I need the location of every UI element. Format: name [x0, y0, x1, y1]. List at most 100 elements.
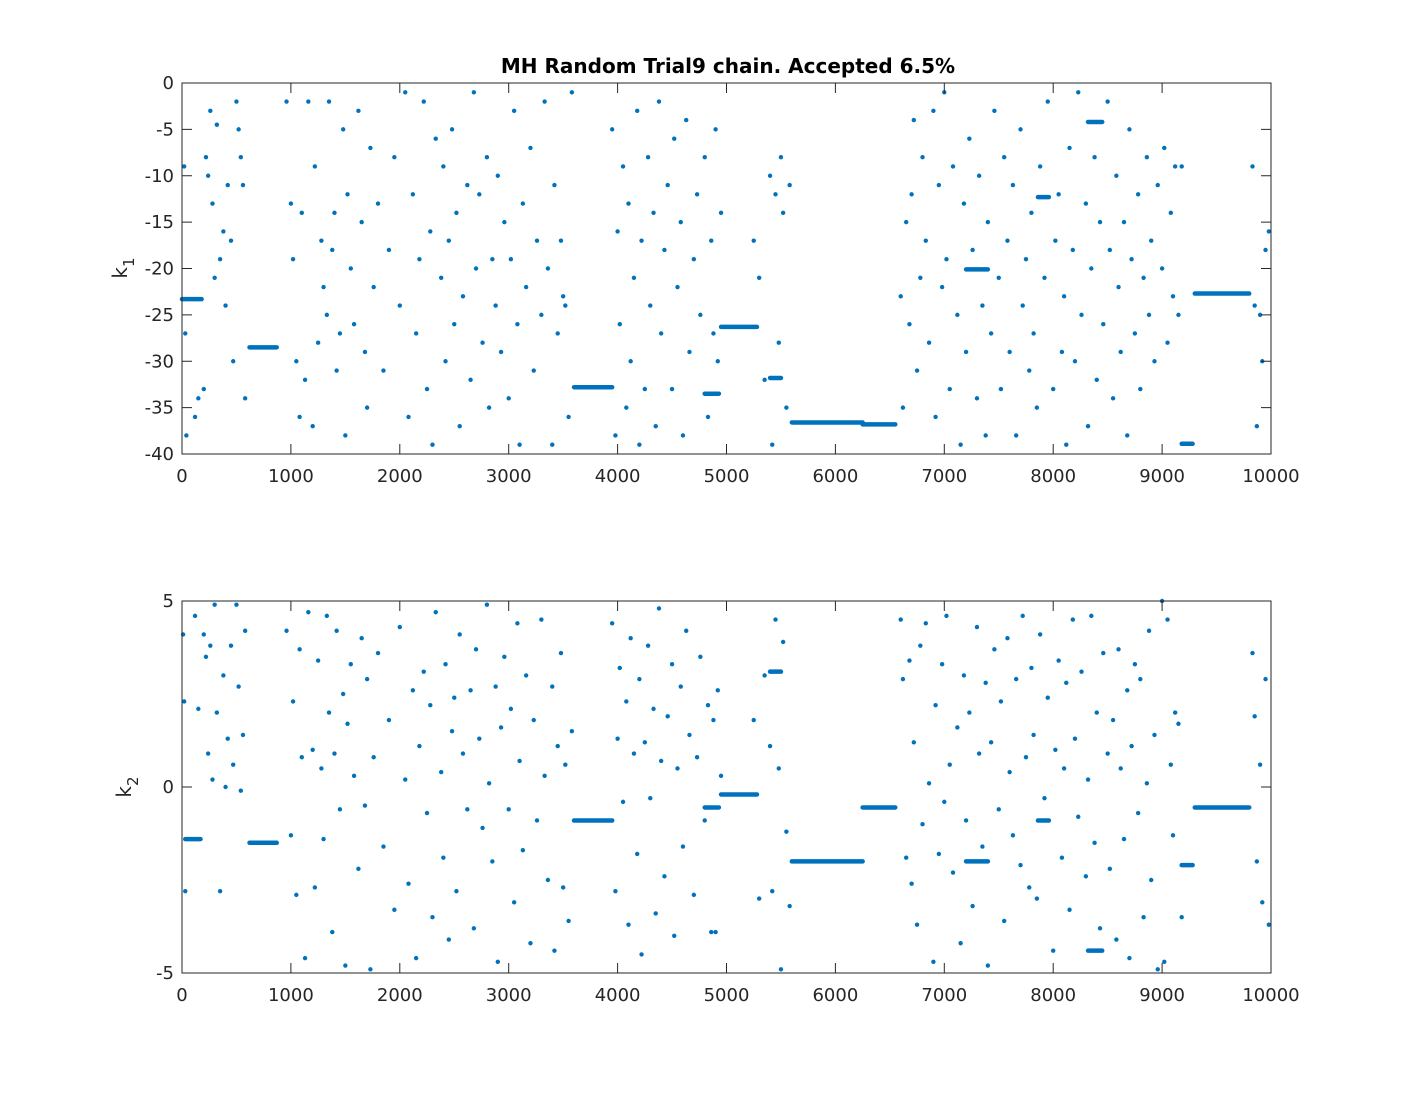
- k1-data-point: [780, 210, 786, 216]
- k2-data-point: [410, 688, 416, 693]
- k2-data-point: [306, 609, 311, 615]
- k1-data-point: [662, 247, 667, 253]
- k2-data-point: [1257, 762, 1263, 767]
- k1-data-point: [642, 386, 648, 392]
- k1-data-point: [196, 396, 201, 401]
- k1-x-tick-label: 10000: [1242, 466, 1299, 487]
- k2-data-point: [626, 922, 631, 927]
- k2-data-point: [240, 732, 246, 738]
- k2-data-point: [678, 684, 683, 689]
- k1-data-point: [337, 331, 343, 336]
- k1-y-axis-label: k1: [108, 257, 138, 278]
- k1-data-point: [1072, 359, 1078, 364]
- k2-data-point: [898, 617, 903, 622]
- k2-data-point: [998, 699, 1004, 704]
- k2-data-point: [1020, 613, 1025, 619]
- k1-data-point: [1094, 377, 1099, 382]
- k2-data-point: [1005, 636, 1010, 641]
- k2-x-tick-label: 6000: [812, 985, 858, 1006]
- k2-data-point: [430, 915, 435, 920]
- k2-data-point: [709, 929, 714, 935]
- k2-data-point: [1144, 781, 1150, 786]
- k1-data-point: [645, 155, 651, 160]
- k2-data-point: [319, 766, 324, 771]
- k1-data-point: [443, 359, 448, 364]
- k2-data-point: [665, 714, 670, 719]
- k1-y-tick-label: -5: [156, 119, 174, 140]
- k2-data-point: [417, 743, 422, 749]
- k1-data-point: [550, 442, 555, 447]
- k2-data-point: [217, 888, 223, 894]
- k2-data-point: [299, 755, 304, 760]
- k1-data-point: [205, 173, 211, 178]
- k1-data-point: [983, 433, 988, 438]
- k2-data-point: [566, 918, 571, 924]
- k2-data-point: [375, 650, 381, 656]
- k2-data-point: [1170, 833, 1176, 838]
- k1-data-point: [294, 359, 299, 364]
- k1-data-point: [651, 210, 656, 216]
- k1-data-point: [302, 377, 308, 382]
- k2-data-point: [192, 613, 198, 619]
- k1-data-point: [1031, 331, 1036, 336]
- k1-data-point: [299, 210, 304, 216]
- k1-data-point: [1105, 99, 1110, 104]
- k1-data-point: [234, 99, 239, 104]
- k2-data-point: [310, 747, 315, 752]
- k2-data-point: [332, 751, 337, 756]
- k1-data-point: [465, 182, 470, 188]
- k2-x-tick-label: 1000: [268, 985, 314, 1006]
- k1-data-point: [201, 386, 206, 392]
- k1-data-point: [711, 331, 716, 336]
- k1-data-point: [183, 331, 188, 336]
- k1-data-point: [628, 359, 633, 364]
- k1-data-point: [1254, 423, 1260, 429]
- k2-data-point: [770, 888, 775, 894]
- k2-data-point: [900, 676, 906, 682]
- k1-y-tick-label: -40: [145, 444, 174, 465]
- k2-data-point: [702, 818, 707, 823]
- k1-x-tick-label: 5000: [704, 466, 750, 487]
- k1-data-point: [773, 192, 778, 197]
- k2-data-point: [1260, 900, 1265, 905]
- k2-data-point: [635, 851, 640, 857]
- k2-data-point: [201, 632, 206, 637]
- k1-data-point: [1101, 321, 1106, 327]
- k1-data-point: [705, 414, 711, 420]
- k2-data-point: [1079, 669, 1084, 674]
- k1-data-point: [1064, 442, 1069, 447]
- k1-data-point: [961, 201, 967, 206]
- k1-data-point: [635, 108, 640, 114]
- k2-data-point: [433, 609, 438, 615]
- k2-data-point: [563, 762, 568, 767]
- k2-data-point: [446, 937, 452, 942]
- k2-data-point: [1176, 721, 1181, 726]
- k2-data-point: [1165, 617, 1170, 622]
- k1-data-point: [225, 182, 230, 188]
- k2-data-point: [705, 702, 711, 708]
- k1-data-point: [471, 90, 477, 95]
- k1-data-point: [297, 414, 302, 420]
- k2-data-point: [1085, 777, 1091, 782]
- k1-data-point: [1051, 386, 1056, 392]
- k1-data-point: [702, 155, 707, 160]
- k1-data-point: [457, 423, 462, 429]
- k2-data-point: [1110, 717, 1116, 723]
- k2-data-point: [1116, 647, 1121, 652]
- k2-data-point: [465, 807, 470, 812]
- k1-data-point: [480, 340, 485, 345]
- k2-data-point: [498, 725, 504, 730]
- k2-data-point: [609, 621, 615, 626]
- k2-data-point: [284, 628, 289, 633]
- k2-data-point: [992, 647, 997, 652]
- k2-data-point: [364, 676, 370, 682]
- k2-data-point: [238, 788, 244, 793]
- k1-data-point: [210, 201, 215, 206]
- k1-data-point: [653, 423, 658, 429]
- k1-data-point: [620, 164, 626, 169]
- k2-data-point: [406, 881, 411, 886]
- k1-data-point: [939, 284, 945, 290]
- k2-data-point: [637, 676, 642, 682]
- k2-data-point: [484, 602, 490, 607]
- k2-data-point: [983, 680, 988, 686]
